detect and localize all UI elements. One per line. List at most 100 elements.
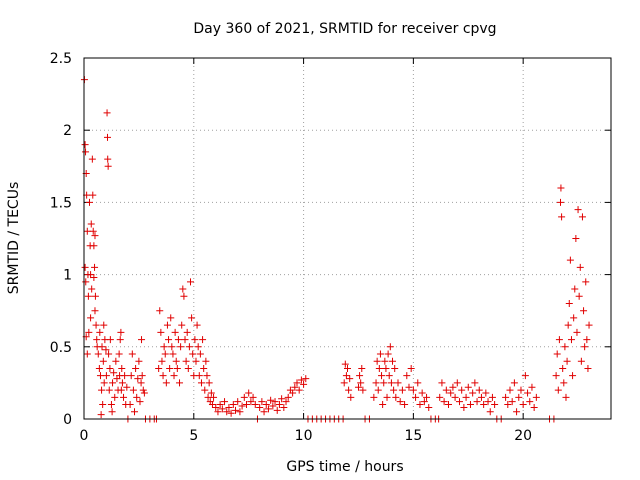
data-point — [133, 393, 141, 401]
x-tick-label: 0 — [80, 428, 89, 444]
data-point — [90, 242, 98, 250]
data-point — [98, 386, 106, 394]
data-point — [569, 372, 577, 380]
data-point — [564, 321, 572, 329]
data-point — [91, 263, 99, 271]
data-point — [87, 314, 95, 322]
data-point — [451, 393, 459, 401]
data-point — [297, 376, 305, 384]
data-point — [460, 403, 468, 411]
data-point — [572, 235, 580, 242]
data-point — [570, 314, 578, 322]
data-point — [396, 398, 404, 406]
data-point — [184, 364, 192, 372]
data-point — [466, 401, 474, 409]
data-point — [383, 393, 391, 401]
data-point — [423, 393, 431, 401]
data-point — [354, 383, 362, 391]
data-point — [234, 398, 242, 406]
data-point — [530, 403, 538, 411]
x-tick-label: 15 — [404, 428, 422, 444]
data-point — [453, 379, 461, 387]
data-point — [502, 393, 510, 401]
data-point — [83, 227, 91, 235]
data-points — [80, 76, 593, 423]
data-point — [102, 372, 110, 380]
data-point — [91, 232, 99, 240]
data-point — [528, 383, 536, 391]
data-point — [85, 198, 93, 206]
data-point — [177, 343, 185, 351]
data-point — [440, 398, 448, 406]
data-point — [442, 386, 450, 394]
data-point — [359, 386, 367, 394]
data-point — [506, 386, 514, 394]
data-point — [135, 357, 143, 365]
data-point — [357, 379, 365, 387]
data-point — [85, 328, 93, 336]
data-point — [238, 402, 246, 410]
data-point — [110, 369, 118, 377]
data-point — [559, 364, 567, 372]
data-point — [88, 285, 96, 293]
data-point — [169, 350, 177, 358]
data-point — [232, 406, 240, 414]
data-point — [532, 393, 540, 401]
data-point — [300, 380, 308, 388]
data-point — [484, 398, 492, 406]
data-point — [262, 401, 270, 409]
x-tick-label: 5 — [189, 428, 198, 444]
data-point — [156, 307, 164, 315]
data-point — [302, 375, 310, 383]
data-point — [138, 372, 146, 380]
data-point — [372, 379, 380, 387]
data-point — [161, 350, 169, 358]
data-point — [585, 321, 593, 329]
data-point — [123, 383, 131, 391]
data-point — [291, 383, 299, 391]
data-point — [401, 401, 409, 409]
data-point — [132, 364, 140, 372]
data-point — [510, 379, 518, 387]
data-point — [225, 403, 233, 411]
data-point — [581, 343, 589, 351]
data-point — [131, 408, 139, 416]
data-point — [464, 383, 472, 391]
data-point — [193, 321, 201, 329]
data-point — [242, 401, 250, 409]
data-point — [249, 393, 257, 401]
data-point — [284, 393, 292, 401]
data-point — [118, 364, 126, 372]
data-point — [577, 357, 585, 365]
data-point — [197, 379, 205, 387]
data-point — [391, 364, 399, 372]
data-point — [104, 155, 112, 163]
data-point — [91, 307, 99, 315]
data-point — [482, 389, 490, 397]
data-point — [159, 372, 167, 380]
data-point — [171, 328, 179, 336]
data-point — [515, 393, 523, 401]
y-tick-label: 0.5 — [50, 340, 72, 356]
data-point — [553, 350, 561, 358]
data-point — [289, 389, 297, 397]
data-point — [127, 372, 135, 380]
data-point — [345, 386, 353, 394]
data-point — [565, 299, 573, 307]
data-point — [196, 350, 204, 358]
data-point — [201, 386, 209, 394]
data-point — [167, 314, 175, 322]
data-point — [103, 109, 111, 117]
data-point — [469, 389, 477, 397]
data-point — [90, 273, 98, 281]
data-point — [386, 343, 394, 351]
data-point — [120, 393, 128, 401]
data-point — [557, 184, 565, 192]
data-point — [556, 198, 564, 206]
data-point — [179, 285, 187, 293]
data-point — [105, 350, 113, 358]
data-point — [438, 379, 446, 387]
data-point — [81, 141, 89, 149]
data-point — [513, 408, 521, 416]
